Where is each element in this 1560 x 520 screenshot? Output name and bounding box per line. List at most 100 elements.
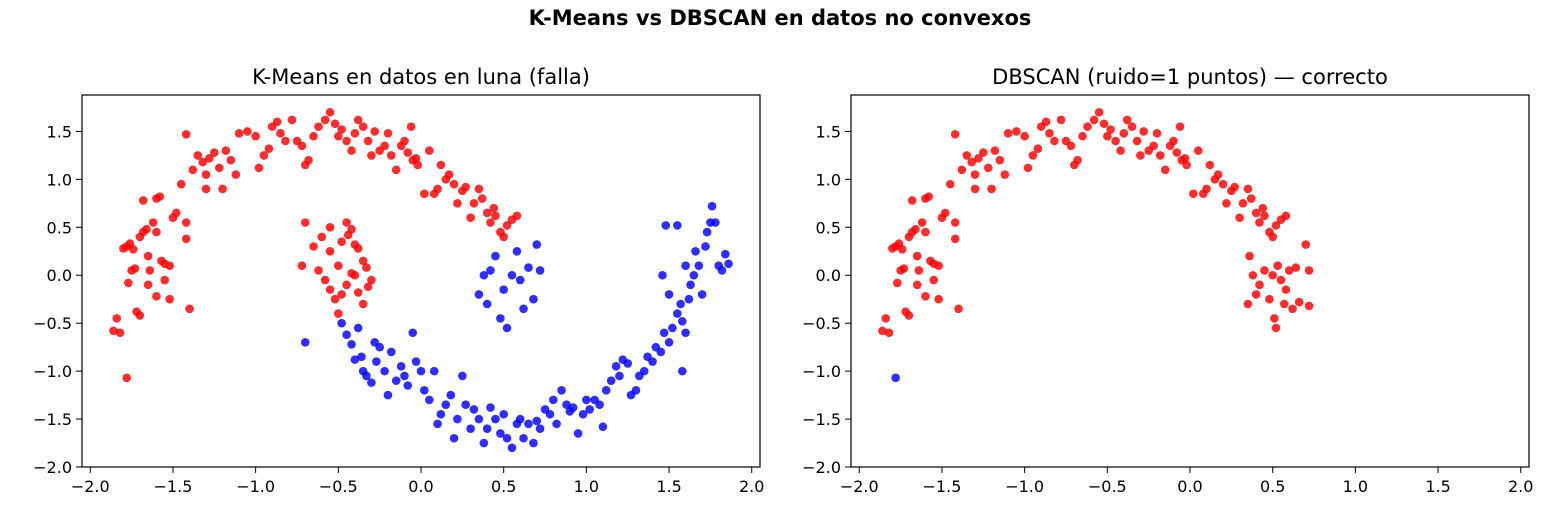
point-kmeans-s0-118 [358, 299, 368, 309]
point-kmeans-s0-113 [353, 244, 363, 253]
point-dbscan-s0-42 [1003, 129, 1013, 138]
point-kmeans-s0-41 [226, 155, 236, 165]
point-kmeans-s0-0 [109, 326, 118, 336]
point-kmeans-s1-84 [673, 309, 682, 318]
point-kmeans-s1-19 [403, 381, 413, 390]
point-kmeans-s0-33 [198, 157, 208, 167]
point-kmeans-s1-120 [519, 304, 528, 314]
point-kmeans-s0-1 [115, 328, 125, 338]
point-dbscan-s0-18 [917, 218, 927, 227]
y-tick-label-kmeans-1: −1.5 [33, 410, 72, 429]
point-kmeans-s0-125 [330, 294, 340, 304]
point-dbscan-s0-111 [1251, 290, 1261, 299]
point-kmeans-s0-18 [145, 266, 155, 275]
point-kmeans-s0-12 [135, 311, 145, 320]
point-kmeans-s0-8 [122, 373, 131, 383]
point-kmeans-s0-116 [367, 275, 376, 285]
point-kmeans-s1-14 [383, 390, 393, 400]
point-dbscan-s0-112 [1255, 280, 1264, 290]
x-tick-label-dbscan-6: 1.0 [1343, 477, 1368, 496]
point-dbscan-s0-32 [967, 157, 977, 167]
point-dbscan-s0-30 [957, 165, 967, 175]
y-tick-label-kmeans-2: −1.0 [33, 362, 72, 381]
point-kmeans-s0-122 [342, 280, 351, 290]
chart-dbscan-frame [850, 94, 1530, 468]
point-kmeans-s0-7 [124, 278, 133, 288]
point-kmeans-s1-67 [601, 386, 611, 395]
chart-kmeans-title: K-Means en datos en luna (falla) [252, 65, 590, 89]
point-kmeans-s1-44 [507, 443, 517, 453]
point-kmeans-s0-58 [309, 131, 318, 141]
point-kmeans-s1-85 [676, 299, 685, 309]
point-kmeans-s1-49 [529, 438, 538, 448]
point-dbscan-s0-67 [1122, 115, 1132, 125]
point-dbscan-s0-123 [1288, 304, 1297, 314]
point-dbscan-s0-131 [921, 292, 930, 301]
point-kmeans-s0-43 [234, 129, 244, 138]
point-kmeans-s0-100 [482, 208, 492, 218]
point-kmeans-s1-81 [659, 328, 669, 338]
x-tick-label-kmeans-8: 2.0 [739, 477, 764, 496]
point-kmeans-s1-59 [568, 403, 578, 412]
point-kmeans-s1-31 [453, 414, 462, 424]
point-kmeans-s1-57 [562, 400, 571, 409]
point-kmeans-s0-111 [347, 224, 356, 234]
point-kmeans-s0-63 [334, 131, 343, 141]
point-dbscan-s0-126 [1301, 240, 1311, 249]
point-dbscan-s0-85 [1193, 146, 1203, 155]
point-kmeans-s1-100 [717, 266, 727, 275]
point-kmeans-s0-50 [272, 117, 282, 127]
point-dbscan-s0-121 [1281, 285, 1291, 294]
point-dbscan-s0-39 [990, 146, 1000, 155]
point-kmeans-s0-42 [231, 170, 241, 179]
point-kmeans-s0-142 [181, 218, 191, 227]
point-kmeans-s0-39 [218, 184, 227, 194]
point-dbscan-s0-99 [1251, 208, 1261, 218]
point-kmeans-s0-88 [433, 184, 442, 194]
point-kmeans-s1-51 [535, 424, 545, 433]
point-kmeans-s1-42 [499, 409, 508, 419]
point-dbscan-s0-115 [1268, 270, 1277, 280]
point-kmeans-s1-78 [648, 357, 657, 366]
point-dbscan-s0-50 [1045, 129, 1054, 138]
point-kmeans-s1-56 [557, 386, 566, 395]
point-kmeans-s1-27 [436, 409, 446, 419]
point-kmeans-s0-124 [334, 309, 343, 318]
point-dbscan-s0-118 [1273, 261, 1282, 270]
point-dbscan-s0-117 [1271, 323, 1281, 333]
point-dbscan-s0-46 [1028, 151, 1038, 160]
point-kmeans-s0-72 [370, 127, 380, 136]
point-kmeans-s1-2 [342, 330, 351, 339]
point-kmeans-s1-97 [707, 201, 717, 211]
point-kmeans-s1-43 [502, 433, 512, 443]
point-dbscan-s0-94 [1230, 182, 1239, 192]
point-kmeans-s1-8 [362, 371, 371, 381]
point-dbscan-s0-0 [878, 326, 887, 336]
point-kmeans-s0-37 [209, 148, 219, 157]
x-tick-label-kmeans-1: −1.5 [154, 477, 193, 496]
x-tick-label-dbscan-8: 2.0 [1508, 477, 1533, 496]
point-kmeans-s0-53 [287, 115, 297, 125]
point-kmeans-s1-109 [474, 290, 484, 299]
point-kmeans-s1-74 [631, 386, 641, 395]
point-kmeans-s1-76 [639, 366, 649, 376]
point-dbscan-s0-61 [1099, 119, 1109, 129]
point-dbscan-s0-44 [1020, 131, 1029, 141]
point-kmeans-s0-134 [317, 232, 327, 242]
point-dbscan-s0-57 [1078, 131, 1087, 141]
point-dbscan-s0-134 [950, 218, 960, 227]
point-dbscan-s0-6 [897, 245, 907, 254]
point-kmeans-s0-30 [181, 130, 191, 139]
point-dbscan-s0-114 [1265, 294, 1274, 304]
point-dbscan-s0-21 [921, 227, 930, 237]
point-dbscan-s0-80 [1175, 122, 1185, 131]
point-dbscan-s0-119 [1276, 275, 1286, 285]
point-kmeans-s1-16 [391, 376, 401, 386]
point-dbscan-s0-116 [1270, 314, 1279, 323]
point-dbscan-s0-43 [1012, 127, 1021, 136]
point-dbscan-s0-65 [1116, 146, 1125, 155]
point-dbscan-s0-35 [970, 184, 980, 194]
point-kmeans-s0-61 [325, 107, 335, 117]
point-kmeans-s0-38 [214, 163, 224, 173]
